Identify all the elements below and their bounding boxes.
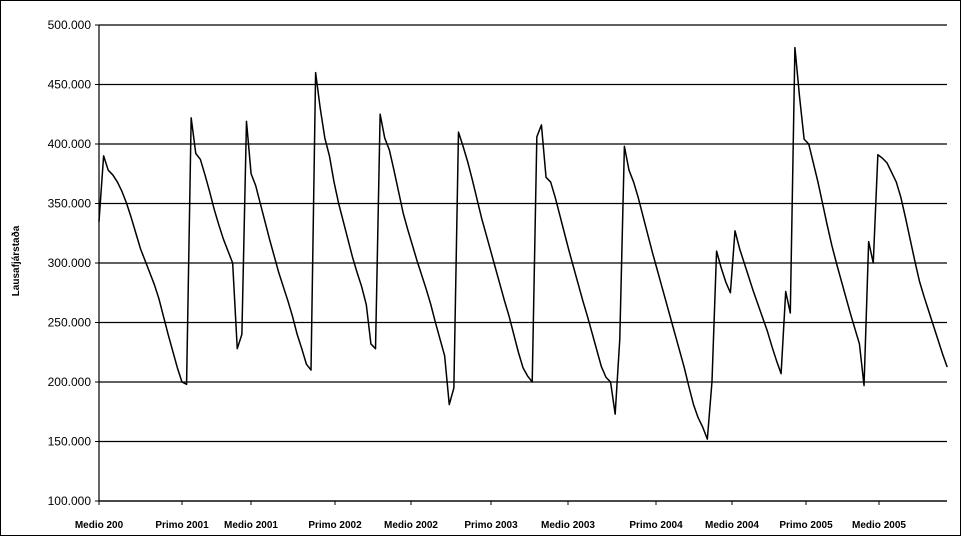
x-tick-label: Medio 2004 (705, 520, 759, 531)
y-axis-title: Lausafjárstaða (10, 225, 22, 296)
series-points (99, 48, 947, 440)
y-tick-label: 350.000 (48, 197, 92, 211)
x-tick-label: Medio 2002 (384, 520, 438, 531)
y-tick-label: 500.000 (48, 18, 92, 32)
y-tick-label: 100.000 (48, 494, 92, 508)
y-tick-label: 150.000 (48, 435, 92, 449)
y-tick-label: 300.000 (48, 256, 92, 270)
y-tick-label: 400.000 (48, 137, 92, 151)
y-tick-label: 250.000 (48, 316, 92, 330)
x-tick-label: Medio 200 (75, 520, 124, 531)
x-axis-ticks: Medio 200 Primo 2001 Medio 2001 Primo 2002 M… (75, 501, 907, 531)
x-tick-label: Primo 2002 (308, 520, 362, 531)
x-tick-label: Primo 2004 (629, 520, 683, 531)
y-axis-ticks: 100.000 150.000 200.000 250.000 300.000 350.0… (48, 18, 99, 508)
x-tick-label: Primo 2001 (155, 520, 209, 531)
x-tick-label: Primo 2003 (464, 520, 518, 531)
x-tick-label: Primo 2005 (779, 520, 833, 531)
gridlines (99, 25, 947, 501)
x-tick-label: Medio 2001 (224, 520, 278, 531)
x-tick-label: Medio 2005 (852, 520, 906, 531)
y-tick-label: 450.000 (48, 78, 92, 92)
y-tick-label: 200.000 (48, 375, 92, 389)
series-line (99, 48, 947, 440)
x-tick-label: Medio 2003 (541, 520, 595, 531)
